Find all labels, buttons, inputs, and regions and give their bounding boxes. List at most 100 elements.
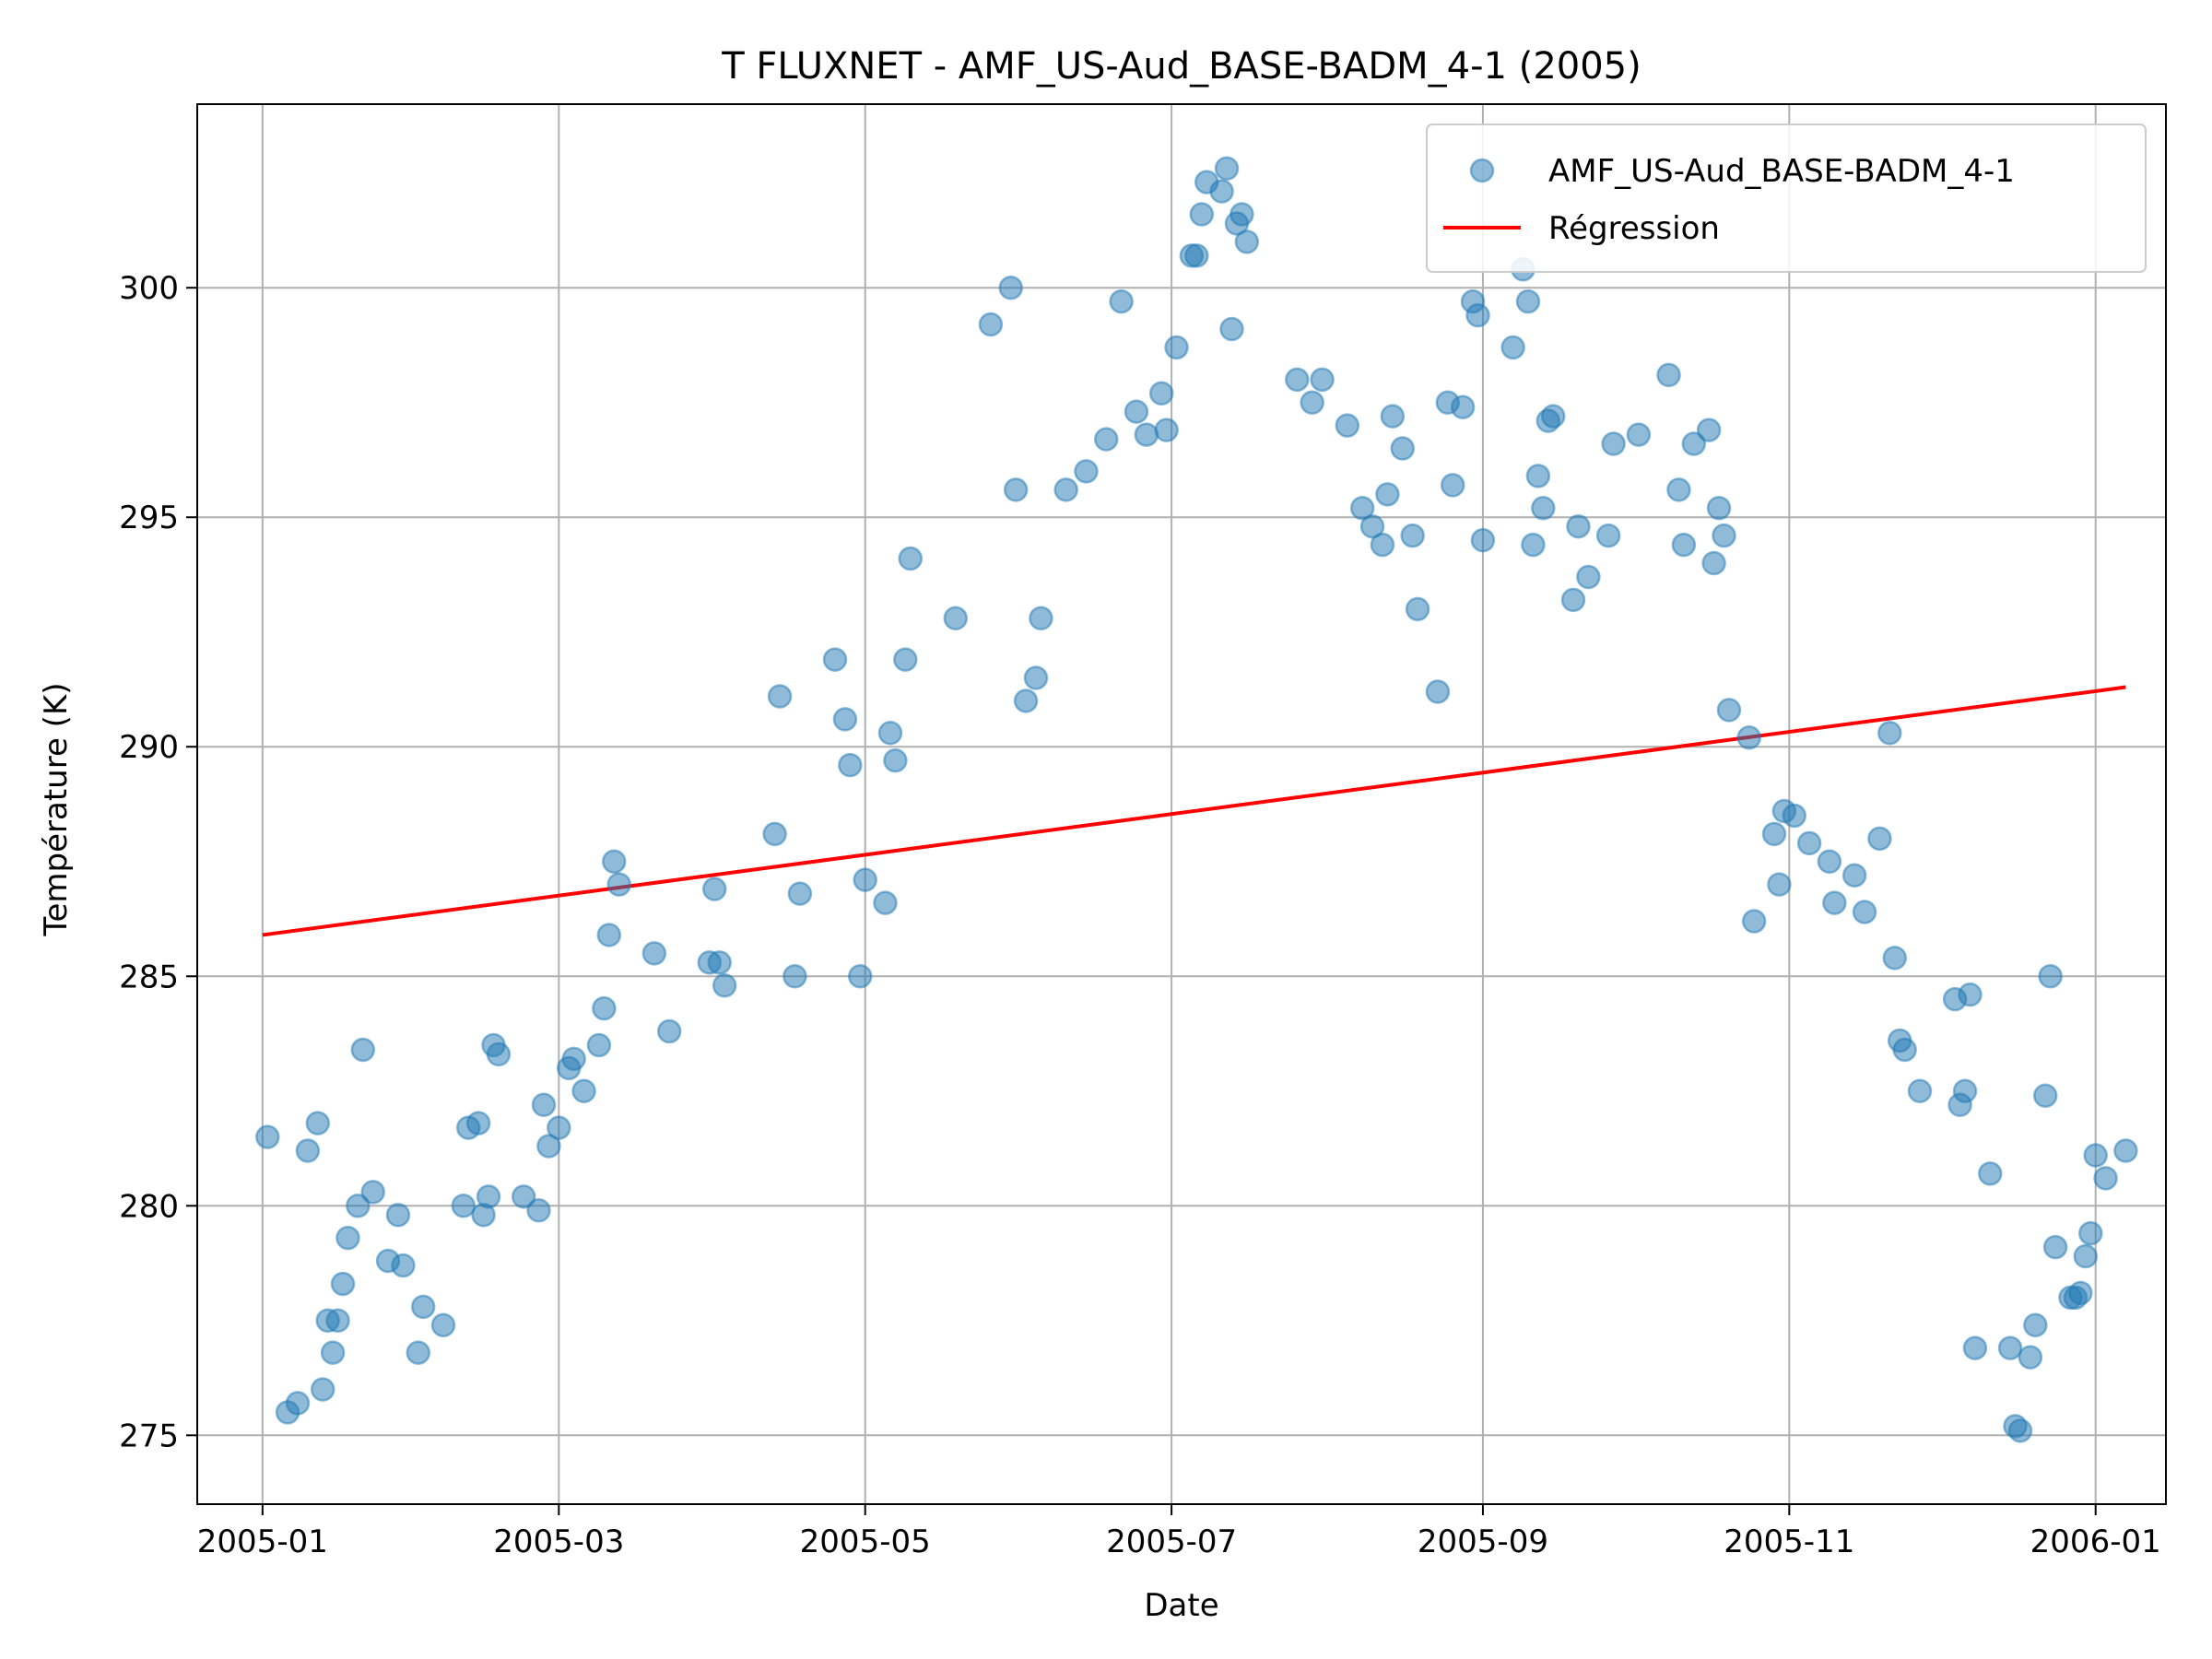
data-point (1380, 404, 1406, 429)
data-point (1761, 821, 1787, 847)
data-point (1822, 890, 1847, 915)
legend-label-line: Régression (1548, 210, 1720, 247)
data-point (2113, 1138, 2138, 1163)
data-point (1349, 496, 1375, 521)
data-point (1400, 523, 1425, 548)
data-point (1782, 803, 1807, 829)
data-point (1189, 202, 1215, 227)
data-point (320, 1340, 346, 1365)
data-point (1841, 863, 1867, 888)
data-point (1285, 367, 1310, 393)
y-tick-label: 295 (119, 500, 179, 536)
data-point (1405, 596, 1430, 622)
y-tick-label: 285 (119, 959, 179, 995)
y-axis-label: Température (K) (38, 682, 75, 936)
data-point (1877, 721, 1902, 746)
data-point (596, 923, 622, 947)
data-point (707, 950, 732, 975)
data-point (1184, 243, 1209, 268)
data-point (1425, 679, 1451, 704)
data-point (602, 849, 627, 875)
data-point (656, 1018, 682, 1044)
data-point (1566, 513, 1591, 539)
data-point (853, 867, 877, 892)
data-point (1666, 477, 1691, 502)
data-point (1595, 523, 1621, 548)
data-point (1671, 532, 1697, 558)
x-axis-label: Date (1144, 1587, 1218, 1624)
data-point (1576, 564, 1601, 590)
data-point (1626, 422, 1652, 447)
data-point (877, 721, 903, 746)
x-tick-label: 2005-07 (1106, 1524, 1237, 1560)
data-point (1712, 523, 1736, 548)
data-point (1531, 496, 1556, 521)
data-point (1867, 826, 1892, 852)
data-point (1706, 496, 1732, 521)
data-point (1375, 482, 1400, 507)
data-point (325, 1308, 350, 1334)
data-point (346, 1194, 371, 1218)
data-point (1310, 367, 1335, 393)
data-point (1154, 418, 1179, 442)
regression-line (262, 685, 2126, 937)
data-point (1540, 404, 1566, 429)
data-point (511, 1184, 536, 1209)
data-point (2068, 1280, 2093, 1306)
data-point (1716, 698, 1742, 723)
data-point (767, 684, 793, 709)
data-point (2073, 1243, 2099, 1269)
data-point (1335, 413, 1360, 438)
data-point (1958, 982, 1983, 1007)
data-point (1450, 394, 1476, 419)
data-point (335, 1225, 360, 1251)
data-point (998, 275, 1023, 300)
data-point (1023, 665, 1049, 690)
data-point (893, 647, 918, 672)
data-point (1209, 179, 1234, 204)
data-point (606, 872, 631, 897)
data-point (391, 1253, 416, 1278)
data-point (1074, 459, 1099, 484)
data-point (1701, 550, 1726, 576)
data-point (465, 1111, 491, 1135)
data-point (1515, 288, 1541, 314)
data-point (1148, 381, 1174, 406)
y-tick-label: 280 (119, 1188, 179, 1225)
data-point (1013, 688, 1039, 713)
y-tick-label: 290 (119, 729, 179, 766)
data-point (1440, 473, 1465, 498)
x-tick-label: 2005-01 (197, 1524, 328, 1560)
data-point (978, 312, 1004, 337)
data-point (787, 881, 813, 906)
data-point (406, 1340, 431, 1365)
data-point (641, 941, 667, 966)
legend-label-scatter: AMF_US-Aud_BASE-BADM_4-1 (1548, 153, 2015, 190)
data-points (255, 156, 2138, 1443)
data-point (848, 964, 873, 989)
data-point (1525, 464, 1551, 488)
data-point (255, 1124, 280, 1149)
data-point (1134, 422, 1159, 447)
data-point (1003, 477, 1029, 502)
data-point (1109, 288, 1134, 314)
data-point (526, 1198, 551, 1223)
data-point (1219, 316, 1244, 342)
data-point (838, 752, 863, 778)
data-point (547, 1115, 571, 1140)
legend: AMF_US-Aud_BASE-BADM_4-1 Régression (1426, 124, 2147, 273)
data-point (898, 546, 924, 571)
data-point (943, 606, 969, 631)
regression-layer (262, 685, 2126, 937)
data-point (385, 1202, 411, 1228)
data-point (1978, 1161, 2003, 1186)
data-point (1736, 725, 1761, 750)
data-point (1053, 477, 1078, 502)
data-point (330, 1271, 356, 1297)
data-point (2023, 1312, 2048, 1338)
data-point (350, 1037, 376, 1063)
data-point (536, 1134, 561, 1159)
data-point (310, 1377, 335, 1402)
data-point (873, 890, 898, 915)
data-point (712, 972, 737, 998)
